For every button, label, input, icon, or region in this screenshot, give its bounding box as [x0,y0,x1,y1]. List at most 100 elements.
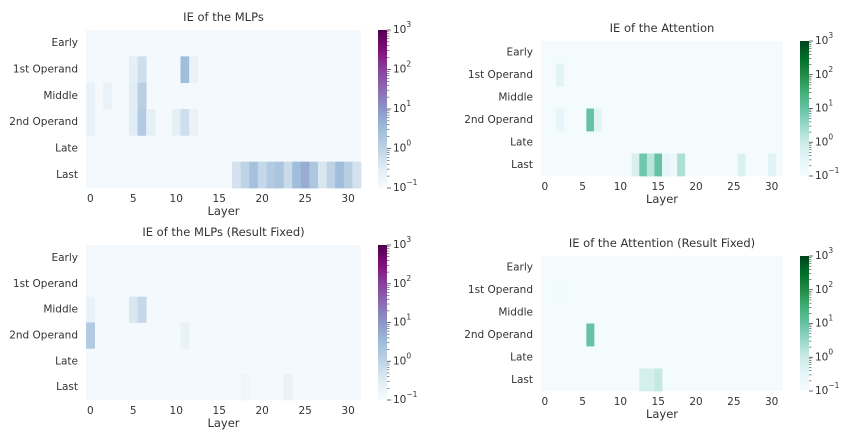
colorbar-tick-label: 102 [815,280,833,296]
colorbar-tick-label: 103 [393,235,411,251]
heatmap-cell [343,161,353,189]
colorbar-tick-label: 102 [393,60,411,76]
colorbar-tick-label: 103 [815,246,833,262]
chart-title: IE of the MLPs (Result Fixed) [142,225,304,239]
heatmap-cell [128,82,138,110]
x-tick-label: 0 [87,193,94,205]
colorbar-tick-label: 10−1 [393,390,418,406]
heatmap-cell [266,161,276,189]
x-tick-label: 10 [614,181,627,193]
heatmap-cell [556,108,565,132]
heatmap-cell [326,161,336,189]
row-label: 1st Operand [13,64,78,76]
heatmap-cell [292,161,302,189]
row-label: 1st Operand [468,69,533,81]
row-label: Last [511,374,533,386]
row-label: Middle [43,304,78,316]
heatmap-cell [677,153,686,177]
row-label: Last [511,159,533,171]
heatmap-cell [137,82,147,110]
colorbar-tick-label: 10−1 [815,381,840,397]
heatmap-background [86,245,361,400]
heatmap-cell [309,161,319,189]
x-tick-label: 10 [170,193,183,205]
x-tick-label: 20 [255,405,268,417]
row-label: Early [506,46,533,58]
heatmap-cell [586,323,595,347]
x-tick-label: 10 [614,396,627,408]
x-axis-label: Layer [646,407,678,421]
x-tick-label: 30 [765,181,778,193]
row-label: Last [56,169,78,181]
row-label: 2nd Operand [9,329,78,341]
x-tick-label: 0 [87,405,94,417]
heatmap-cell [189,109,199,136]
row-label: Early [51,252,78,264]
x-axis-label: Layer [646,192,678,206]
x-tick-label: 30 [765,396,778,408]
row-label: Middle [498,306,533,318]
heatmap-cell [556,63,565,87]
panel-mlp: IE of the MLPs Early 1st Operand Middle 2nd … [9,10,417,218]
x-tick-label: 20 [255,193,268,205]
chart-title: IE of the Attention [610,21,715,35]
heatmap-cell [86,109,95,136]
row-label: 2nd Operand [9,116,78,128]
heatmap-cell [654,368,663,392]
colorbar-tick-label: 101 [393,313,411,329]
heatmap-cell [654,153,663,177]
colorbar-tick-label: 101 [393,99,411,115]
heatmap-cell [86,82,95,110]
x-tick-label: 30 [341,193,354,205]
heatmap-cell [257,161,267,189]
colorbar [800,256,809,391]
colorbar-tick-label: 100 [815,132,833,148]
heatmap-cell [352,161,362,189]
x-tick-label: 15 [213,405,226,417]
heatmap-cell [669,153,678,177]
heatmap-cell [128,296,138,323]
heatmap-cell [137,56,147,84]
heatmap-cell [249,161,259,189]
x-axis-label: Layer [207,204,239,218]
colorbar-tick-label: 103 [815,31,833,47]
colorbar-tick-label: 103 [393,20,411,36]
heatmap-cell [128,56,138,84]
heatmap-cell [646,153,655,177]
x-tick-label: 5 [579,396,586,408]
heatmap-cell [137,296,147,323]
heatmap-cell [240,374,250,401]
heatmap-cell [556,278,565,302]
x-tick-label: 15 [652,396,665,408]
heatmap-cell [180,109,190,136]
heatmap-cell [240,161,250,189]
row-label: 2nd Operand [464,114,533,126]
row-label: Middle [43,90,78,102]
row-label: Late [55,143,78,155]
heatmap-cell [300,161,310,189]
row-label: 1st Operand [468,284,533,296]
x-tick-label: 0 [541,396,548,408]
chart-title: IE of the MLPs [183,10,264,24]
x-tick-label: 10 [170,405,183,417]
x-tick-label: 15 [213,193,226,205]
row-label: Late [510,136,533,148]
colorbar-tick-label: 100 [393,139,411,155]
x-tick-label: 25 [298,405,311,417]
heatmap-cell [586,108,595,132]
colorbar-tick-label: 10−1 [815,166,840,182]
colorbar-tick-label: 10−1 [393,178,418,194]
chart-title: IE of the Attention (Result Fixed) [569,236,755,250]
row-label: Early [506,261,533,273]
x-axis-label: Layer [207,416,239,430]
row-label: Middle [498,91,533,103]
heatmap-cell [767,153,776,177]
row-label: 2nd Operand [464,329,533,341]
heatmap-cell [283,161,293,189]
row-label: Early [51,37,78,49]
panel-mlp-result-fixed: IE of the MLPs (Result Fixed) Early 1st Op… [9,225,417,430]
heatmap-cell [639,368,648,392]
heatmap-cell [335,161,345,189]
row-label: Late [510,351,533,363]
heatmap-cell [86,296,95,323]
